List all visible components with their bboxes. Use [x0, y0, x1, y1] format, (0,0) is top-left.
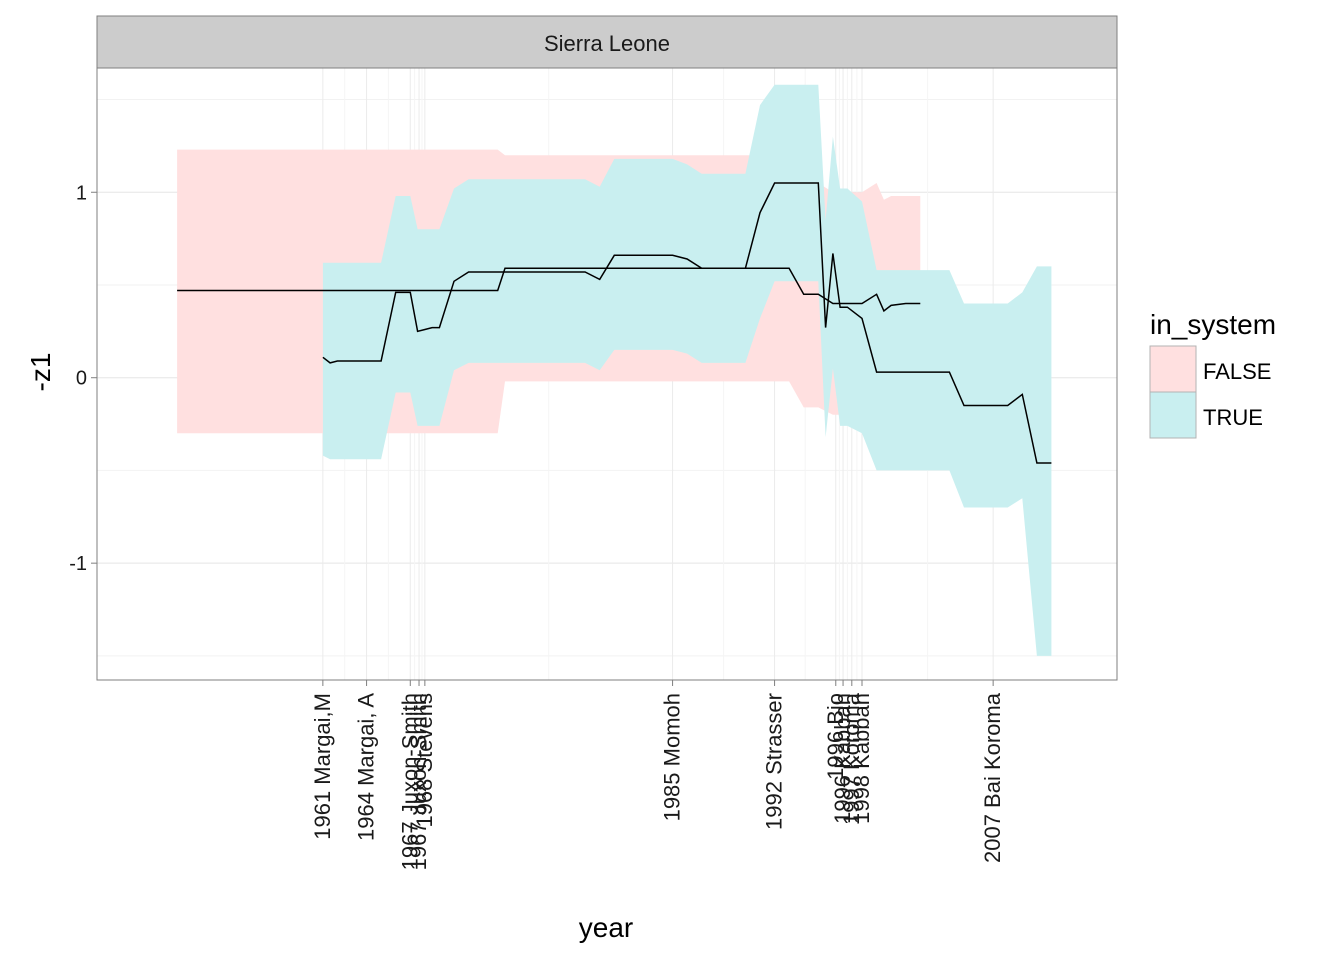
ribbon-true [322, 84, 1052, 656]
facet-strip: Sierra Leone [96, 15, 1118, 69]
ribbons [177, 84, 1052, 656]
legend-label-false: FALSE [1203, 359, 1271, 384]
line-true [322, 182, 1052, 464]
x-tick-label: 1985 Momoh [660, 693, 685, 821]
y-tick-label: -1 [69, 553, 87, 575]
x-axis-title: year [579, 912, 633, 943]
x-tick-label: 1996 Kabbah [830, 693, 855, 824]
x-tick-label: 1967 Juxon-Smith [397, 693, 422, 870]
x-tick-label: 1967 Juxon-Smith [406, 693, 431, 870]
legend-key-true [1149, 391, 1197, 439]
y-axis-title: -z1 [25, 353, 56, 392]
legend-label-true: TRUE [1203, 405, 1263, 430]
x-tick-label: 2007 Bai Koroma [980, 692, 1005, 863]
legend-key-false [1149, 345, 1197, 393]
x-tick-label: 1992 Strasser [762, 693, 787, 830]
facet-strip-box [96, 15, 1118, 69]
legend: in_system FALSE TRUE [1149, 309, 1276, 439]
x-tick-label: 1968 Stevens [412, 693, 437, 828]
x-tick-label: 1996 Bio [823, 693, 848, 780]
y-tick-label: 0 [76, 368, 87, 390]
y-tick-label: 1 [76, 182, 87, 204]
series-lines [177, 182, 1052, 464]
plot-panel [96, 67, 1118, 681]
panel-border [96, 67, 1118, 681]
legend-title: in_system [1150, 309, 1276, 340]
x-axis: 1961 Margai,M 1964 Margai, A 1967 Juxon-Sm… [310, 680, 1005, 870]
facet-strip-label: Sierra Leone [544, 31, 670, 56]
x-tick-label: 1964 Margai, A [354, 693, 379, 841]
y-axis: -1 0 1 [69, 182, 97, 575]
x-tick-label: 1961 Margai,M [310, 693, 335, 840]
x-tick-label: 1998 Kabbah [849, 693, 874, 824]
x-tick-label: 1997 Koroma [839, 692, 864, 825]
